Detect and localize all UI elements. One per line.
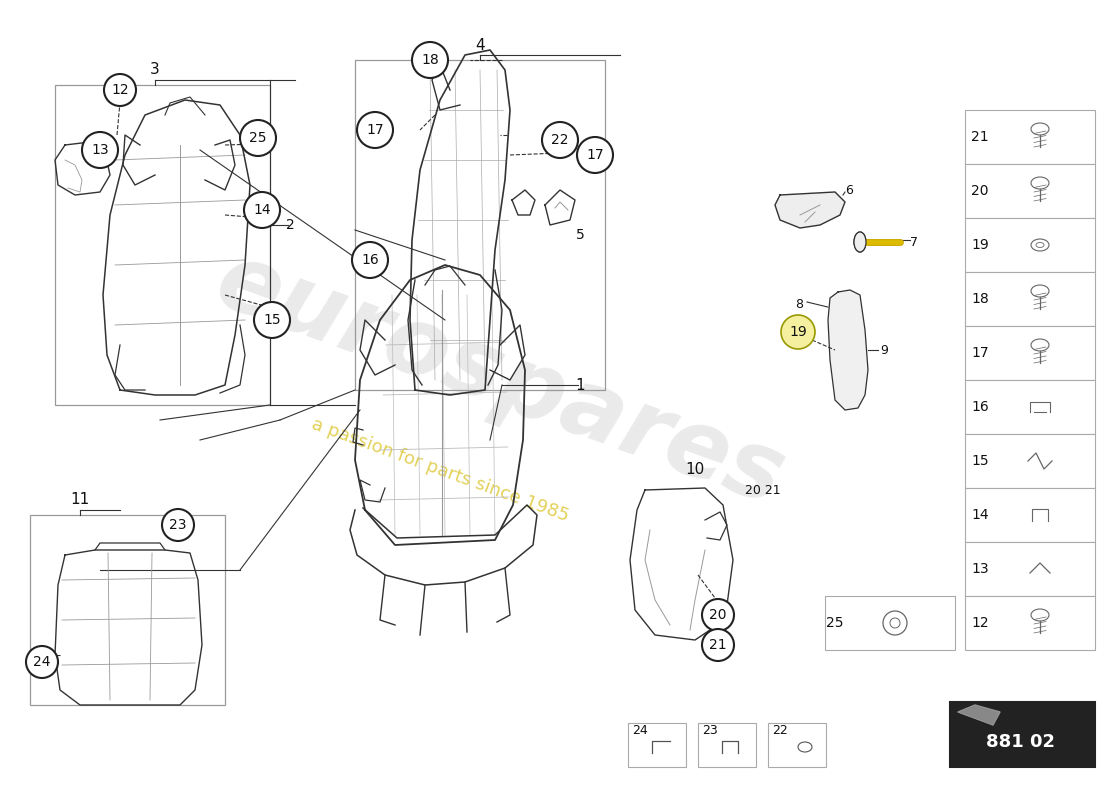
Text: 17: 17 [971,346,989,360]
Text: 22: 22 [772,725,788,738]
Text: 881 02: 881 02 [986,733,1055,751]
Text: 15: 15 [263,313,280,327]
Circle shape [702,629,734,661]
Bar [965,218,1094,272]
Bar [965,542,1094,596]
Text: 4: 4 [475,38,485,53]
Text: 21: 21 [971,130,989,144]
Text: 5: 5 [575,228,584,242]
Text: 16: 16 [971,400,989,414]
Text: a passion for parts since 1985: a passion for parts since 1985 [309,415,571,525]
Circle shape [162,509,194,541]
Circle shape [254,302,290,338]
Circle shape [82,132,118,168]
Bar [965,380,1094,434]
Ellipse shape [854,232,866,252]
Bar [355,60,605,390]
Circle shape [542,122,578,158]
Text: 25: 25 [826,616,844,630]
Text: 24: 24 [632,725,648,738]
Circle shape [578,137,613,173]
Bar [965,110,1094,164]
Bar [965,434,1094,488]
Text: 9: 9 [880,343,888,357]
Text: 10: 10 [685,462,705,478]
Bar [950,702,1094,767]
Text: 17: 17 [366,123,384,137]
Polygon shape [828,290,868,410]
Text: 11: 11 [70,493,89,507]
Polygon shape [776,192,845,228]
Bar [698,723,756,767]
Text: 14: 14 [971,508,989,522]
Text: 20 21: 20 21 [745,483,781,497]
Bar [55,85,270,405]
Text: 13: 13 [91,143,109,157]
Text: 25: 25 [250,131,266,145]
Text: 12: 12 [971,616,989,630]
Text: 6: 6 [845,183,853,197]
Text: 19: 19 [971,238,989,252]
Text: 18: 18 [421,53,439,67]
Bar [965,164,1094,218]
Text: 7: 7 [910,235,918,249]
Circle shape [352,242,388,278]
Text: 14: 14 [253,203,271,217]
Text: eurospares: eurospares [204,234,796,526]
Text: 2: 2 [286,218,295,232]
Circle shape [412,42,448,78]
Bar [825,596,955,650]
Ellipse shape [854,232,866,252]
Text: 18: 18 [971,292,989,306]
Text: 12: 12 [111,83,129,97]
Bar [965,488,1094,542]
Text: 23: 23 [169,518,187,532]
Polygon shape [958,705,1000,725]
Bar [768,723,826,767]
Text: 22: 22 [551,133,569,147]
Bar [965,272,1094,326]
Circle shape [104,74,136,106]
Text: 19: 19 [789,325,807,339]
Text: 20: 20 [971,184,989,198]
Text: 1: 1 [575,378,585,393]
Circle shape [240,120,276,156]
Bar [965,596,1094,650]
Bar [628,723,686,767]
Text: 24: 24 [33,655,51,669]
Text: 20: 20 [710,608,727,622]
Text: 8: 8 [795,298,803,311]
Bar [30,515,225,705]
Circle shape [702,599,734,631]
Circle shape [26,646,58,678]
Text: 23: 23 [702,725,718,738]
Text: 21: 21 [710,638,727,652]
Text: 3: 3 [150,62,160,78]
Circle shape [244,192,280,228]
Circle shape [781,315,815,349]
Text: 16: 16 [361,253,378,267]
Text: 13: 13 [971,562,989,576]
Bar [965,326,1094,380]
Text: 17: 17 [586,148,604,162]
Text: 15: 15 [971,454,989,468]
Circle shape [358,112,393,148]
